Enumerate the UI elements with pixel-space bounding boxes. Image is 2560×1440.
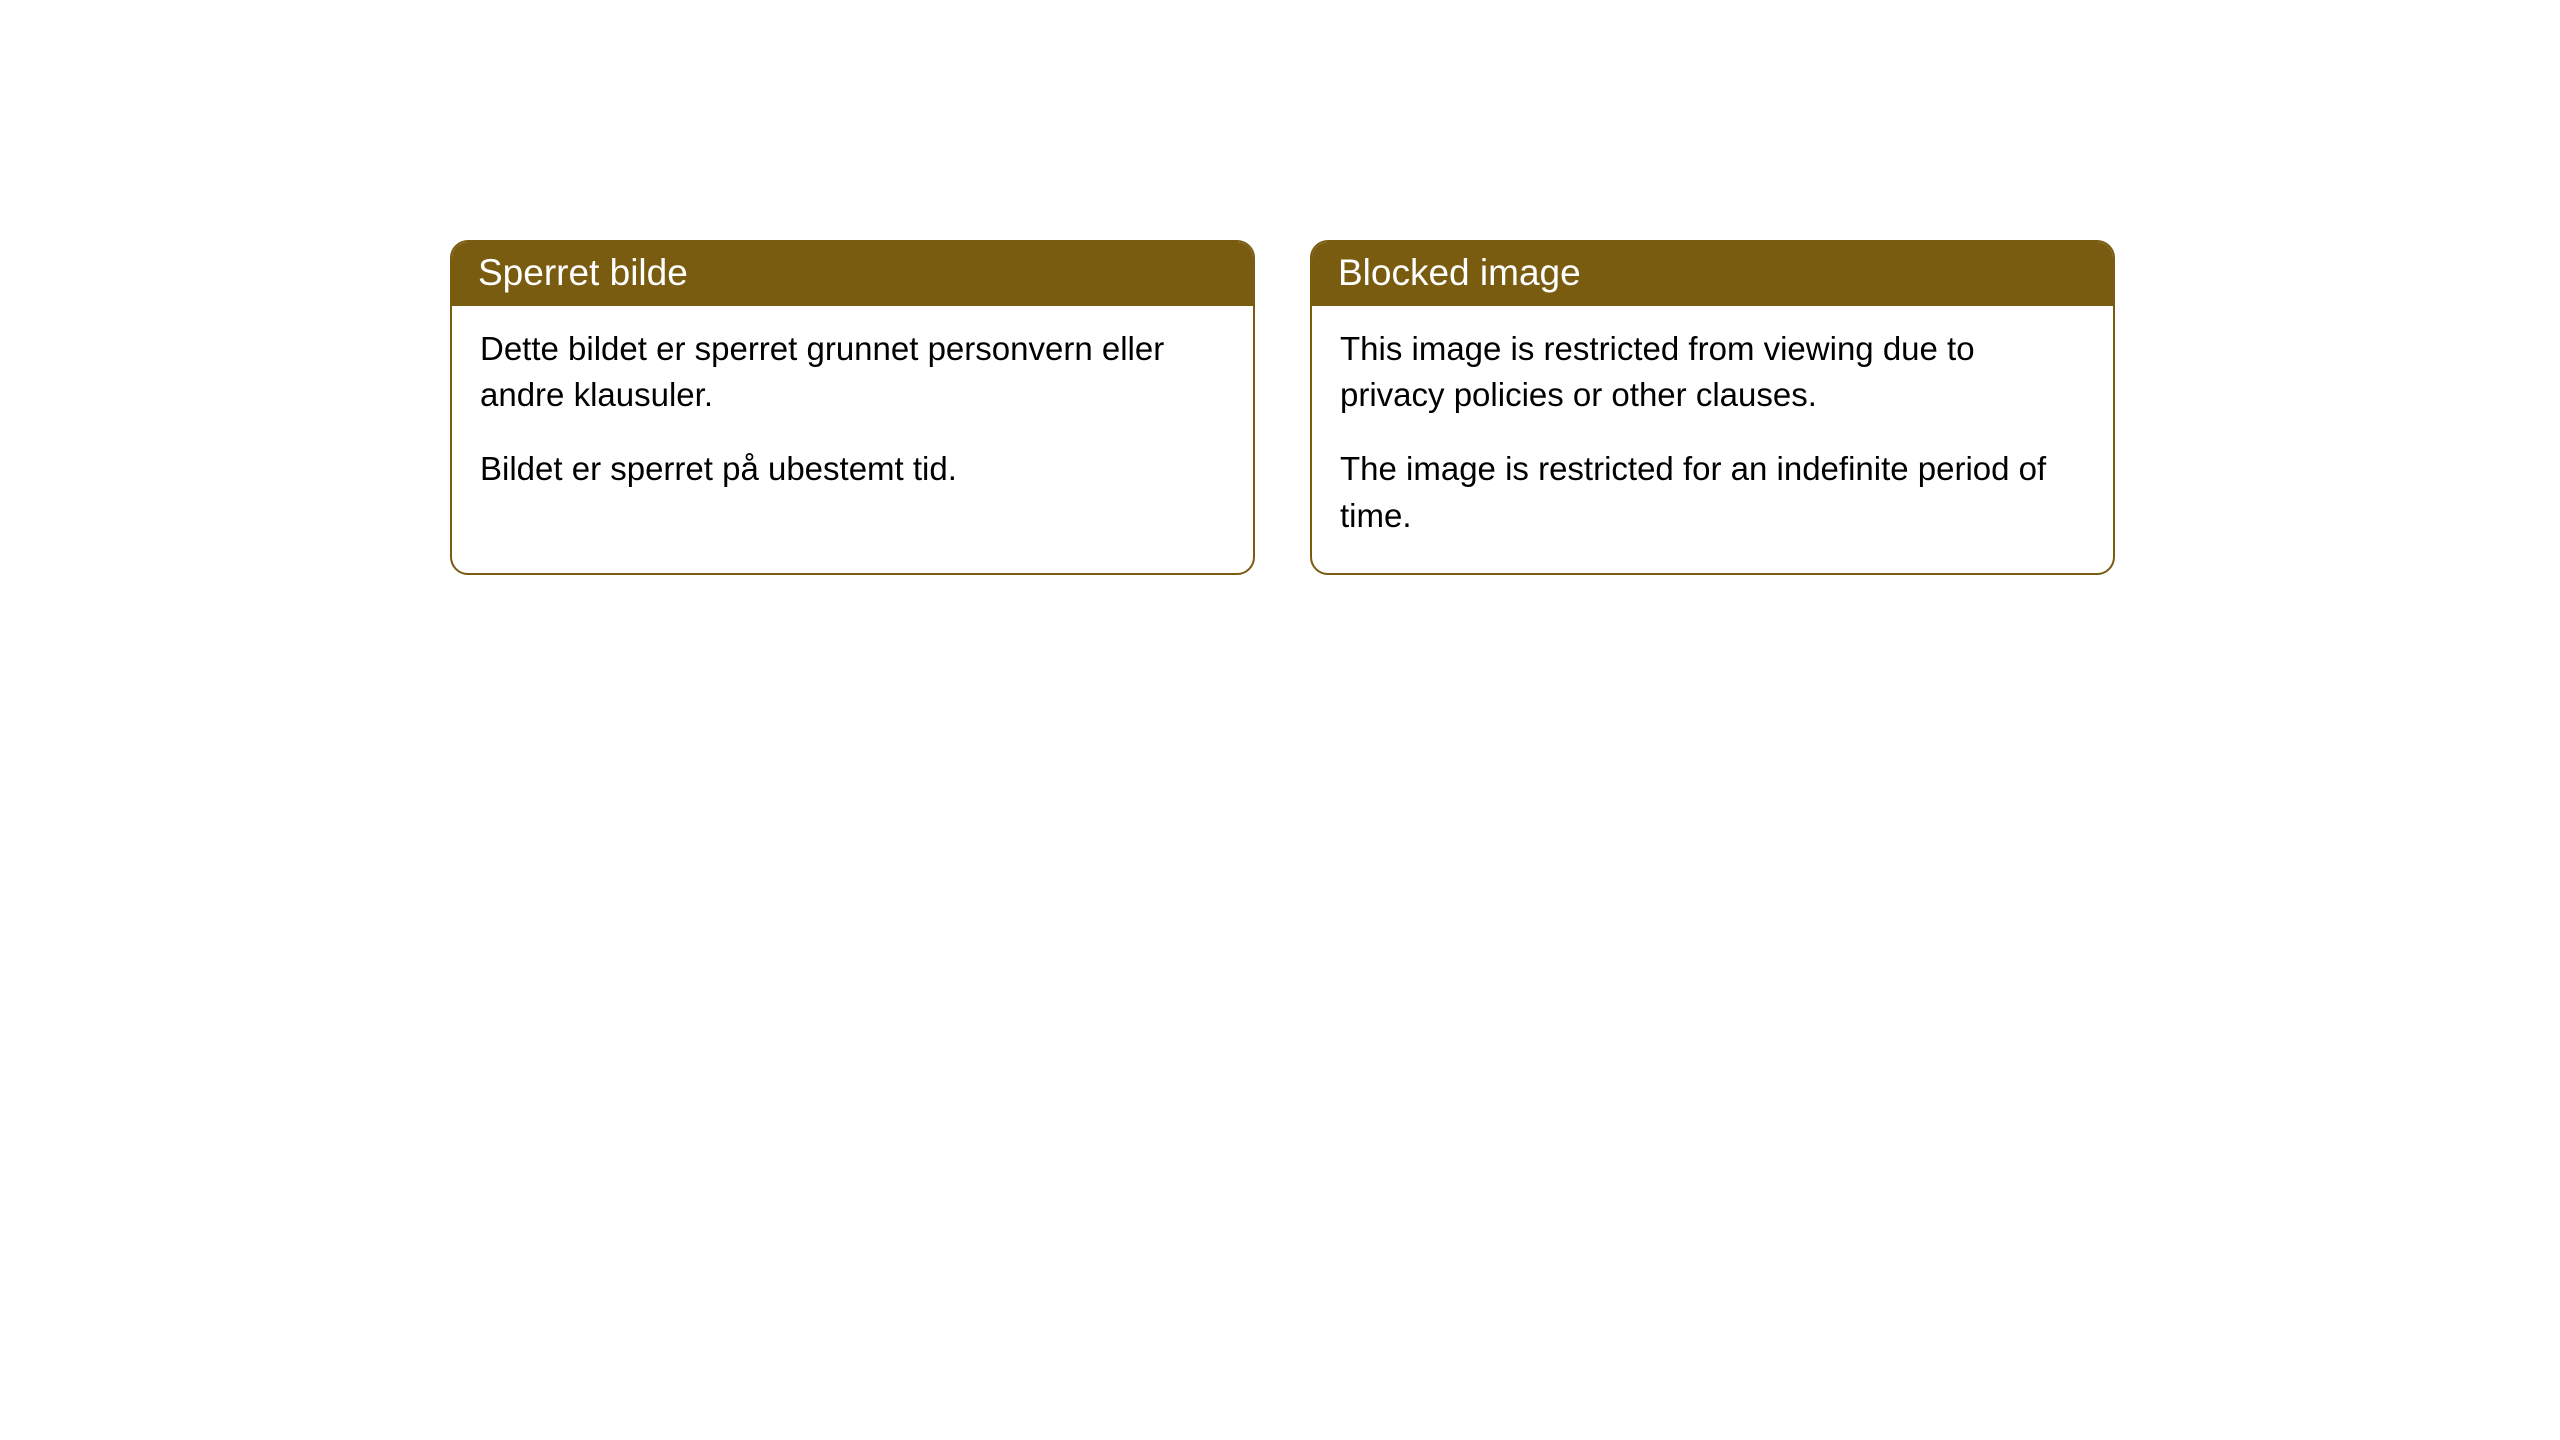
- card-header: Sperret bilde: [452, 242, 1253, 306]
- card-body: Dette bildet er sperret grunnet personve…: [452, 306, 1253, 527]
- card-paragraph: Dette bildet er sperret grunnet personve…: [480, 326, 1225, 418]
- notice-card-english: Blocked image This image is restricted f…: [1310, 240, 2115, 575]
- notice-card-norwegian: Sperret bilde Dette bildet er sperret gr…: [450, 240, 1255, 575]
- card-paragraph: Bildet er sperret på ubestemt tid.: [480, 446, 1225, 492]
- card-paragraph: This image is restricted from viewing du…: [1340, 326, 2085, 418]
- card-title: Blocked image: [1338, 252, 1581, 293]
- card-body: This image is restricted from viewing du…: [1312, 306, 2113, 573]
- notice-cards-container: Sperret bilde Dette bildet er sperret gr…: [450, 240, 2115, 575]
- card-title: Sperret bilde: [478, 252, 688, 293]
- card-header: Blocked image: [1312, 242, 2113, 306]
- card-paragraph: The image is restricted for an indefinit…: [1340, 446, 2085, 538]
